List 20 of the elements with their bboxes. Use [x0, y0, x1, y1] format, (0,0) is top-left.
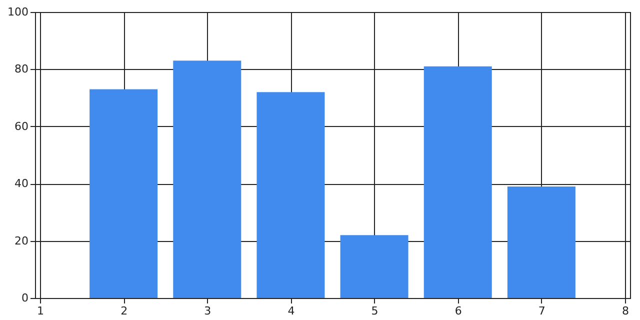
bar	[173, 60, 242, 298]
x-tick-label: 3	[204, 304, 212, 318]
bar	[256, 92, 325, 298]
x-tick-label: 5	[371, 304, 378, 318]
bar	[340, 235, 408, 298]
x-tick-label: 4	[288, 304, 295, 318]
x-tick-label: 1	[37, 304, 44, 318]
x-tick-label: 7	[538, 304, 546, 318]
x-tick-label: 2	[120, 304, 128, 318]
y-tick-label: 100	[8, 6, 28, 18]
bar	[90, 89, 158, 298]
y-tick-label: 60	[14, 120, 28, 133]
x-tick-label: 8	[622, 304, 629, 318]
bar	[507, 186, 576, 298]
y-tick-label: 80	[14, 62, 28, 76]
y-tick-label: 0	[22, 292, 28, 304]
x-tick-label: 6	[454, 304, 462, 318]
bar	[424, 66, 492, 298]
y-tick-label: 40	[14, 177, 28, 190]
y-tick-label: 20	[14, 234, 28, 248]
